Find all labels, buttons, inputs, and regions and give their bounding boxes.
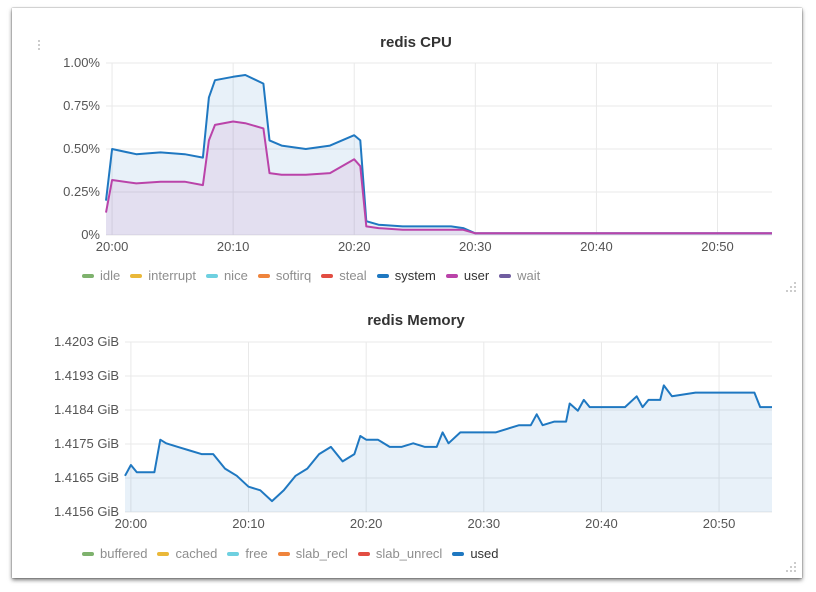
dashboard-frame: redis CPU 0% 0.25% 0.50% 0.75% 1.00% 20:00 20:…	[12, 8, 802, 578]
drag-handle-icon[interactable]	[38, 38, 44, 52]
memory-chart[interactable]: 1.4156 GiB 1.4165 GiB 1.4175 GiB 1.4184 GiB…	[32, 306, 800, 576]
legend-label: softirq	[275, 268, 312, 283]
legend-label: steal	[339, 268, 367, 283]
series-area-user	[106, 121, 772, 235]
x-tick-label: 20:10	[217, 239, 250, 254]
y-tick-label: 1.4156 GiB	[54, 504, 119, 519]
y-tick-label: 1.4193 GiB	[54, 368, 119, 383]
cpu-panel: redis CPU 0% 0.25% 0.50% 0.75% 1.00% 20:00 20:…	[32, 28, 800, 296]
legend-swatch	[82, 551, 94, 556]
y-tick-label: 0%	[81, 227, 100, 242]
y-tick-label: 1.00%	[63, 55, 100, 70]
legend-swatch	[499, 273, 512, 278]
legend-swatch	[445, 273, 458, 278]
legend-label: slab_recl	[295, 546, 348, 561]
series-line-user	[105, 120, 772, 235]
legend-label: buffered	[100, 546, 148, 561]
legend-item-free[interactable]: free	[227, 546, 268, 561]
legend-label: slab_unrecl	[375, 546, 443, 561]
legend-label: user	[463, 268, 490, 283]
cpu-legend: idle interrupt nice softirq steal system user w…	[82, 268, 550, 283]
legend-swatch	[321, 273, 334, 278]
x-tick-label: 20:30	[468, 516, 501, 531]
series-area-used	[125, 385, 772, 512]
series-area-system	[106, 75, 772, 235]
y-tick-label: 0.25%	[63, 184, 100, 199]
y-tick-label: 0.50%	[63, 141, 100, 156]
legend-swatch	[277, 551, 290, 556]
legend-label: used	[470, 546, 499, 561]
legend-swatch	[130, 273, 143, 278]
y-tick-label: 0.75%	[63, 98, 100, 113]
resize-handle-icon[interactable]	[786, 282, 796, 292]
legend-item-user[interactable]: user	[445, 268, 490, 283]
legend-item-idle[interactable]: idle	[82, 268, 120, 283]
legend-label: interrupt	[148, 268, 196, 283]
legend-item-slab-unrecl[interactable]: slab_unrecl	[357, 546, 443, 561]
legend-item-slab-recl[interactable]: slab_recl	[277, 546, 348, 561]
legend-item-interrupt[interactable]: interrupt	[130, 268, 196, 283]
legend-swatch	[227, 551, 240, 556]
legend-swatch	[82, 273, 94, 278]
x-tick-label: 20:40	[585, 516, 618, 531]
memory-panel: redis Memory 1.4156 GiB 1.4165 GiB 1.4175 …	[32, 306, 800, 576]
y-tick-label: 1.4165 GiB	[54, 470, 119, 485]
series-line-used	[124, 384, 772, 503]
panel-title[interactable]: redis CPU	[380, 34, 452, 51]
legend-swatch	[157, 551, 170, 556]
legend-item-used[interactable]: used	[452, 546, 499, 561]
legend-label: idle	[100, 268, 121, 283]
legend-swatch	[452, 551, 465, 556]
x-tick-label: 20:00	[96, 239, 129, 254]
resize-handle-icon[interactable]	[786, 562, 796, 572]
legend-label: cached	[175, 546, 218, 561]
legend-label: nice	[223, 268, 248, 283]
legend-item-nice[interactable]: nice	[205, 268, 248, 283]
legend-item-buffered[interactable]: buffered	[82, 546, 147, 561]
legend-swatch	[257, 273, 270, 278]
x-tick-label: 20:10	[232, 516, 265, 531]
memory-legend: buffered cached free slab_recl slab_unrecl us…	[82, 546, 509, 561]
x-tick-label: 20:50	[701, 239, 734, 254]
y-tick-label: 1.4203 GiB	[54, 334, 119, 349]
y-tick-label: 1.4175 GiB	[54, 436, 119, 451]
cpu-chart[interactable]: 0% 0.25% 0.50% 0.75% 1.00% 20:00 20:10 20:20 20:…	[32, 28, 800, 296]
x-tick-label: 20:20	[338, 239, 371, 254]
x-tick-label: 20:00	[115, 516, 148, 531]
legend-swatch	[376, 273, 389, 278]
legend-label: system	[394, 268, 436, 283]
legend-item-system[interactable]: system	[376, 268, 436, 283]
legend-item-cached[interactable]: cached	[157, 546, 217, 561]
legend-label: wait	[517, 268, 541, 283]
x-tick-label: 20:30	[459, 239, 492, 254]
legend-item-wait[interactable]: wait	[499, 268, 540, 283]
x-tick-label: 20:40	[580, 239, 613, 254]
x-tick-label: 20:50	[703, 516, 736, 531]
legend-item-softirq[interactable]: softirq	[257, 268, 312, 283]
panel-title[interactable]: redis Memory	[367, 312, 465, 329]
legend-swatch	[357, 551, 370, 556]
legend-item-steal[interactable]: steal	[321, 268, 367, 283]
legend-swatch	[205, 273, 218, 278]
x-tick-label: 20:20	[350, 516, 383, 531]
y-tick-label: 1.4184 GiB	[54, 402, 119, 417]
legend-label: free	[245, 546, 268, 561]
